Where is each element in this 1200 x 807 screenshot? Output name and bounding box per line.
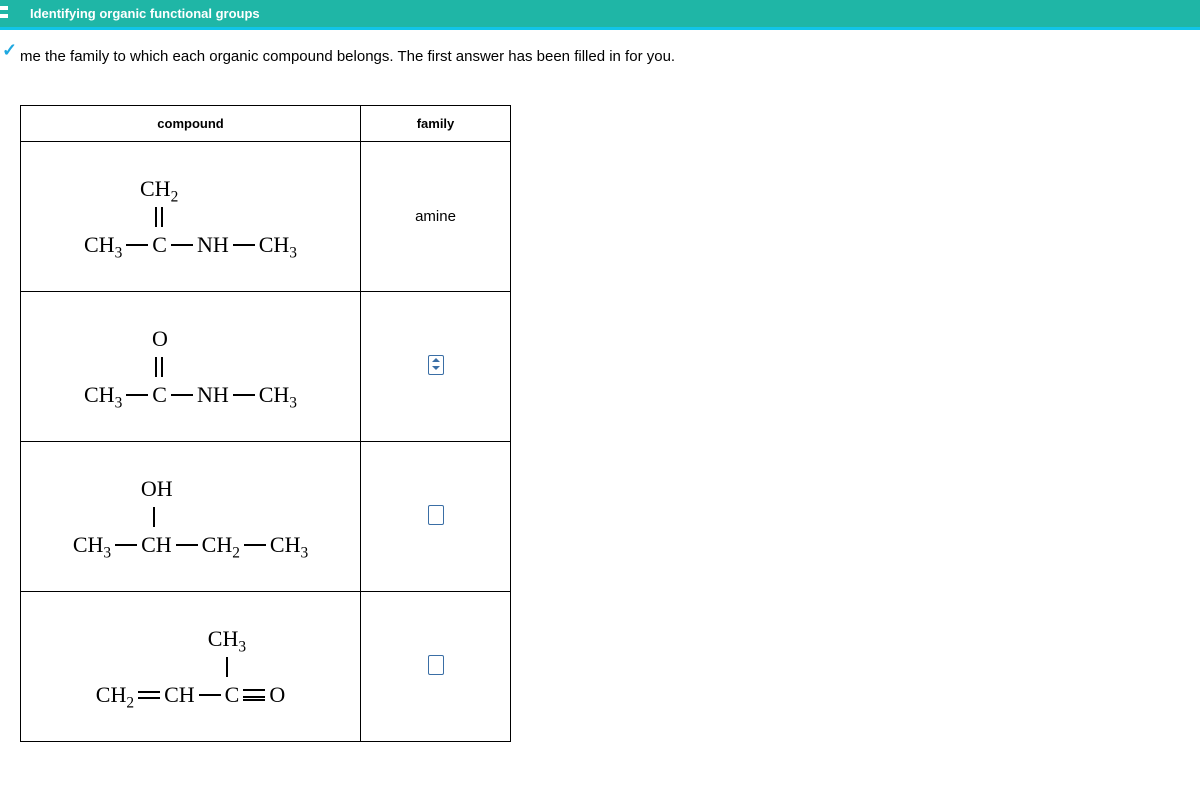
compound-cell: CH2CH3CNHCH3	[21, 142, 361, 292]
family-select[interactable]	[428, 655, 444, 675]
menu-icon-line2	[0, 14, 8, 18]
family-select[interactable]	[428, 355, 444, 375]
header-title: Identifying organic functional groups	[30, 6, 260, 21]
check-icon: ✓	[2, 40, 18, 56]
family-cell	[361, 292, 511, 442]
family-answer: amine	[415, 208, 456, 225]
col-header-compound: compound	[21, 106, 361, 142]
family-cell	[361, 592, 511, 742]
col-header-family: family	[361, 106, 511, 142]
family-select[interactable]	[428, 505, 444, 525]
table-row: CH2CH3CNHCH3 amine	[21, 142, 511, 292]
page-header: Identifying organic functional groups	[0, 0, 1200, 30]
compound-cell: CH3CH2CHCO	[21, 592, 361, 742]
compound-cell: OCH3CNHCH3	[21, 292, 361, 442]
menu-icon-line1	[0, 6, 8, 10]
table-row: CH3CH2CHCO	[21, 592, 511, 742]
family-cell	[361, 442, 511, 592]
compound-cell: OHCH3CHCH2CH3	[21, 442, 361, 592]
table-row: OHCH3CHCH2CH3	[21, 442, 511, 592]
compound-table: compound family CH2CH3CNHCH3 amine OCH3CNH…	[20, 105, 511, 742]
instruction-text: me the family to which each organic comp…	[0, 30, 1200, 65]
table-row: OCH3CNHCH3	[21, 292, 511, 442]
family-cell: amine	[361, 142, 511, 292]
